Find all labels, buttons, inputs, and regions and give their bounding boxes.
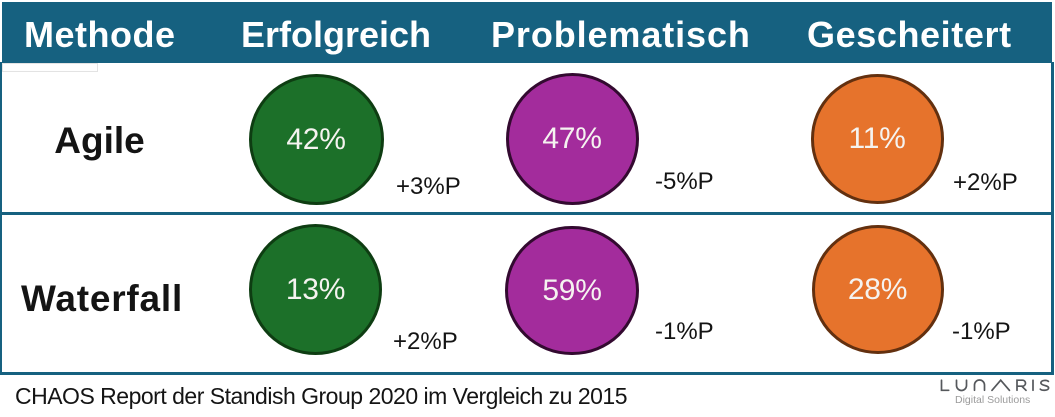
svg-text:Digital Solutions: Digital Solutions — [955, 394, 1030, 406]
